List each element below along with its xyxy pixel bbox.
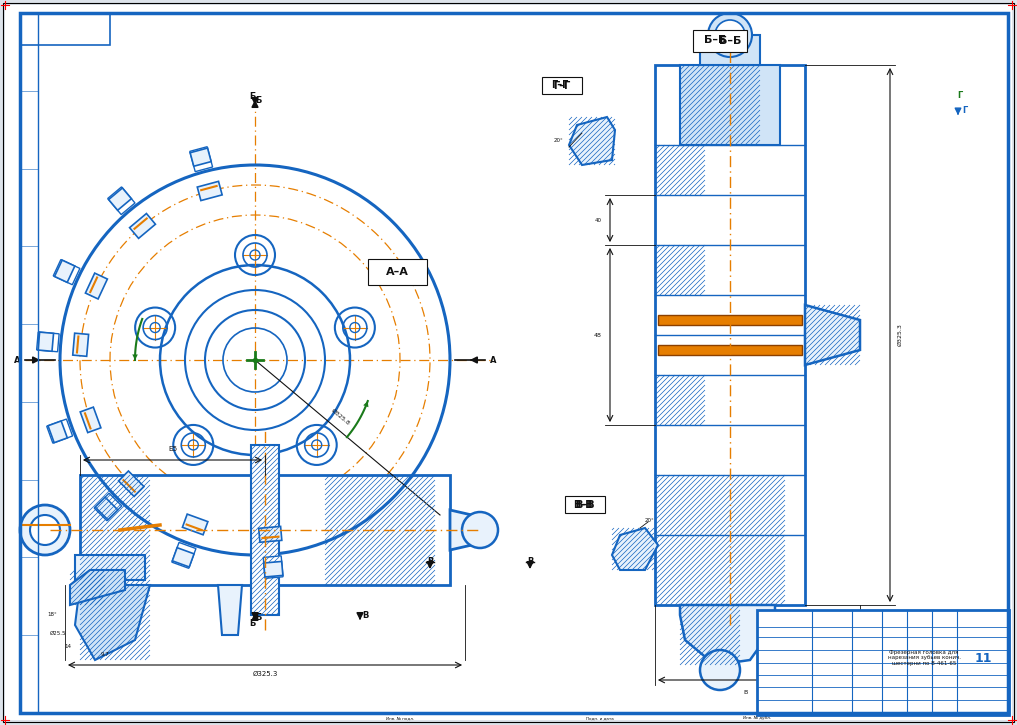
Polygon shape (190, 148, 212, 166)
Polygon shape (108, 187, 135, 215)
Bar (655, 65, 805, 605)
Text: Б–Б: Б–Б (704, 35, 726, 45)
FancyBboxPatch shape (565, 496, 605, 513)
Bar (680, 65, 780, 145)
Polygon shape (85, 273, 108, 299)
Text: Б–Б: Б–Б (719, 36, 741, 46)
Text: Инв. № подл.: Инв. № подл. (385, 716, 414, 720)
Text: 20°: 20° (645, 518, 655, 523)
Text: А–А: А–А (385, 267, 409, 277)
Circle shape (715, 20, 745, 50)
Text: Б: Б (249, 91, 255, 101)
Polygon shape (263, 561, 283, 577)
Polygon shape (197, 181, 222, 201)
Polygon shape (96, 497, 118, 520)
Text: Ø325.3: Ø325.3 (898, 323, 903, 347)
Polygon shape (80, 407, 101, 433)
Text: 20°: 20° (554, 138, 563, 143)
Text: 14: 14 (64, 645, 71, 650)
Text: Г: Г (962, 106, 967, 115)
Circle shape (708, 13, 752, 57)
Polygon shape (805, 305, 860, 365)
FancyBboxPatch shape (542, 77, 582, 94)
Text: 40: 40 (595, 218, 602, 223)
Text: Подп. и дата: Подп. и дата (586, 716, 614, 720)
Text: 9.7: 9.7 (101, 652, 110, 658)
Text: В: В (427, 558, 433, 566)
Circle shape (29, 515, 60, 545)
Bar (658, 345, 802, 355)
Text: А: А (14, 355, 20, 365)
Bar (251, 445, 279, 615)
Polygon shape (258, 526, 282, 542)
Polygon shape (53, 260, 80, 285)
Circle shape (462, 512, 498, 548)
Polygon shape (129, 213, 156, 239)
Text: Г: Г (957, 91, 963, 99)
Text: В: В (742, 690, 747, 695)
Polygon shape (37, 332, 59, 352)
FancyBboxPatch shape (368, 259, 427, 285)
Text: Б: Б (255, 613, 261, 623)
Polygon shape (48, 421, 67, 443)
Text: В: В (527, 558, 533, 566)
Text: В–В: В–В (574, 500, 593, 510)
Bar (700, 35, 760, 65)
Bar (757, 610, 1009, 715)
Polygon shape (119, 471, 144, 497)
Bar (20, 13, 110, 45)
Text: Ø325.3: Ø325.3 (252, 671, 278, 677)
Text: Ø25.5: Ø25.5 (50, 631, 66, 636)
Text: Б: Б (249, 619, 255, 629)
Text: Ø325.8: Ø325.8 (330, 407, 350, 426)
Polygon shape (218, 585, 242, 635)
Text: Г–Г: Г–Г (551, 80, 569, 90)
Text: А: А (490, 355, 496, 365)
Polygon shape (73, 334, 88, 356)
Polygon shape (55, 260, 75, 282)
Polygon shape (612, 528, 658, 570)
Polygon shape (172, 542, 196, 568)
Text: В–В: В–В (576, 500, 595, 510)
Polygon shape (70, 570, 125, 605)
Polygon shape (450, 510, 485, 550)
Bar (658, 315, 802, 325)
Text: В: В (362, 610, 368, 619)
FancyBboxPatch shape (693, 30, 747, 52)
Text: Б: Б (255, 96, 261, 104)
Polygon shape (263, 556, 283, 579)
Polygon shape (182, 514, 207, 535)
Polygon shape (95, 493, 122, 521)
Polygon shape (38, 332, 54, 352)
Text: 48: 48 (594, 333, 602, 338)
Polygon shape (569, 117, 615, 165)
Bar (20, 13, 38, 713)
Circle shape (20, 505, 70, 555)
Text: Б5: Б5 (168, 446, 177, 452)
Bar (80, 475, 450, 585)
Circle shape (700, 650, 740, 690)
Polygon shape (98, 585, 122, 625)
Text: 11: 11 (974, 652, 992, 665)
Polygon shape (75, 585, 149, 660)
Polygon shape (190, 146, 213, 172)
Polygon shape (172, 547, 194, 567)
Polygon shape (47, 419, 72, 443)
Text: Инв. № дубл.: Инв. № дубл. (743, 716, 771, 720)
Polygon shape (680, 605, 775, 665)
Text: Г–Г: Г–Г (553, 81, 571, 91)
Polygon shape (75, 555, 145, 580)
Text: Фрезерная головка для
нарезания зубьев конич.
шестерни по В-461-65: Фрезерная головка для нарезания зубьев к… (888, 650, 960, 666)
Polygon shape (109, 188, 131, 210)
Text: 18°: 18° (47, 613, 57, 618)
